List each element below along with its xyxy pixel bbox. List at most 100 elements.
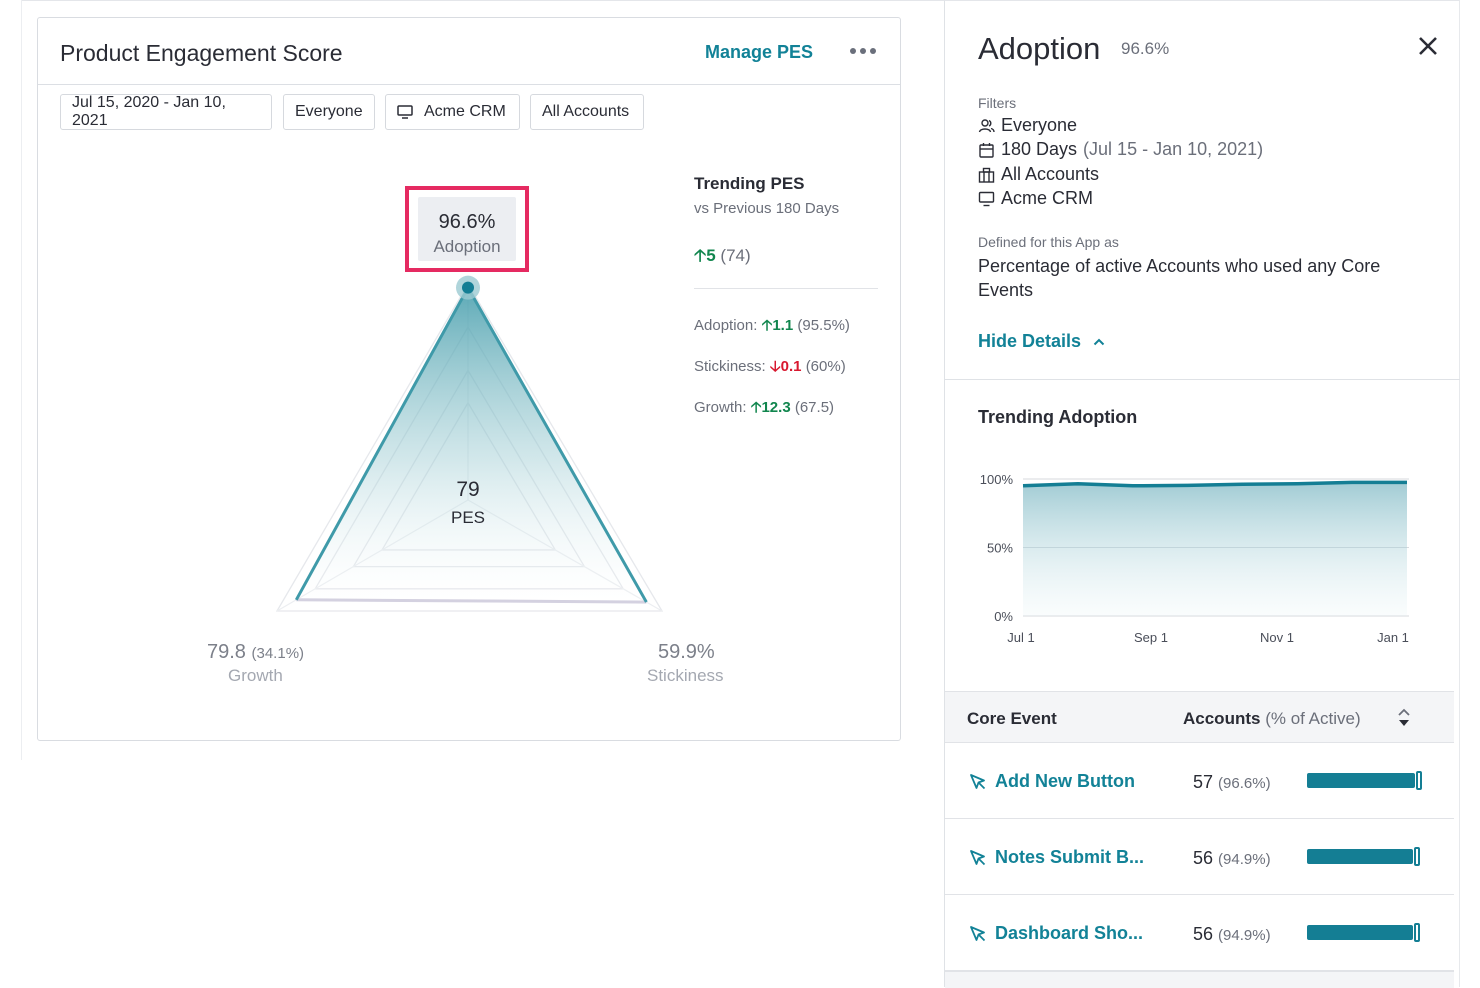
users-icon — [978, 118, 995, 132]
growth-value: 79.8 (34.1%) — [207, 641, 304, 664]
more-options-button[interactable] — [847, 39, 879, 63]
table-footer — [945, 971, 1454, 988]
panel-title-value: 96.6% — [1121, 39, 1170, 58]
trend-row-stickiness: Stickiness: 🡣0.1 (60%) — [694, 356, 846, 381]
date-range-filter[interactable]: Jul 15, 2020 - Jan 10, 2021 — [60, 94, 272, 130]
pes-previous-value: (74) — [720, 246, 751, 265]
pes-label: PES — [450, 508, 486, 527]
column-accounts: Accounts (% of Active) — [1183, 709, 1361, 729]
date-range-label: Jul 15, 2020 - Jan 10, 2021 — [72, 94, 226, 129]
accounts-filter[interactable]: All Accounts — [530, 94, 644, 130]
filter-accounts-label: All Accounts — [1001, 164, 1100, 184]
growth-score: 79.8 — [207, 641, 246, 663]
account-count-percent: (96.6%) — [1218, 775, 1271, 792]
sort-icon[interactable] — [1396, 706, 1412, 730]
trend-row-change: 12.3 — [761, 399, 791, 416]
adoption-point[interactable] — [462, 281, 474, 294]
dot-icon — [860, 48, 866, 54]
account-count-percent: (94.9%) — [1218, 927, 1271, 944]
cursor-click-icon — [970, 773, 986, 789]
account-count-value: 56 — [1193, 924, 1214, 944]
arrow-up-icon: 🡡 — [750, 399, 762, 416]
trending-divider — [694, 288, 878, 289]
accounts-label: All Accounts — [542, 103, 630, 120]
trend-row-adoption: Adoption: 🡡1.1 (95.5%) — [694, 315, 850, 340]
adoption-value: 96.6% — [438, 211, 496, 233]
monitor-icon — [397, 105, 413, 119]
account-share-cap — [1416, 771, 1422, 790]
filter-segment: Everyone — [978, 115, 1077, 136]
chart-y-axis: 0% 50% 100% — [980, 472, 1014, 624]
trending-adoption-title: Trending Adoption — [978, 407, 1138, 427]
stickiness-value: 59.9% — [658, 641, 715, 663]
dot-icon — [850, 48, 856, 54]
chevron-up-icon — [1093, 338, 1105, 345]
hide-details-label: Hide Details — [978, 331, 1082, 351]
core-event-table-header: Core Event Accounts (% of Active) — [945, 691, 1454, 743]
trending-adoption-chart: 0% 50% 100% Jul 1 Sep 1 Nov 1 Jan 1 — [980, 472, 1409, 645]
filter-days-label: 180 Days — [1001, 139, 1078, 159]
table-row[interactable]: Notes Submit B... 56 (94.9%) — [945, 819, 1454, 895]
account-count: 56 (94.9%) — [1193, 848, 1271, 869]
left-divider — [21, 0, 22, 760]
close-icon[interactable] — [1415, 33, 1441, 59]
building-icon — [978, 167, 995, 183]
segment-label: Everyone — [295, 103, 363, 120]
adoption-line — [1022, 480, 1407, 488]
manage-pes-link[interactable]: Manage PES — [705, 42, 814, 62]
dot-icon — [870, 48, 876, 54]
app-filter[interactable]: Acme CRM — [385, 94, 520, 130]
adoption-callout[interactable]: 96.6% Adoption — [405, 186, 529, 272]
table-row[interactable]: Dashboard Sho... 56 (94.9%) — [945, 895, 1454, 971]
account-share-fill — [1307, 925, 1413, 940]
chart-x-axis: Jul 1 Sep 1 Nov 1 Jan 1 — [1007, 630, 1409, 645]
trend-row-label: Growth: — [694, 399, 747, 416]
trend-row-value: (95.5%) — [797, 317, 850, 334]
growth-percent: (34.1%) — [251, 645, 305, 662]
arrow-up-icon: 🡡 — [694, 246, 707, 265]
y-tick-label: 50% — [987, 541, 1013, 556]
trend-row-value: (67.5) — [794, 399, 835, 416]
account-share-cap — [1414, 847, 1420, 866]
adoption-detail-panel: Adoption 96.6% Filters Everyone 180 Days… — [944, 0, 1460, 988]
definition-text: Percentage of active Accounts who used a… — [978, 256, 1381, 300]
core-event-name: Add New Button — [995, 771, 1135, 791]
stickiness-label: Stickiness — [647, 666, 724, 685]
column-accounts-label: Accounts — [1183, 709, 1261, 728]
pes-change-value: 5 — [706, 246, 716, 265]
trend-row-label: Adoption: — [694, 317, 758, 334]
x-tick-label: Jan 1 — [1377, 630, 1409, 645]
account-share-fill — [1307, 773, 1415, 788]
core-event-link[interactable]: Notes Submit B... — [969, 847, 1144, 868]
arrow-up-icon: 🡡 — [761, 317, 773, 334]
pes-radar-chart — [275, 275, 664, 612]
monitor-icon — [978, 191, 995, 206]
pes-score: 79 — [456, 478, 480, 501]
filter-app-label: Acme CRM — [1001, 188, 1094, 208]
filter-days-range: (Jul 15 - Jan 10, 2021) — [1083, 139, 1264, 159]
card-header: Product Engagement Score Manage PES — [38, 18, 900, 85]
table-row[interactable]: Add New Button 57 (96.6%) — [945, 743, 1454, 819]
adoption-tooltip: 96.6% Adoption — [418, 197, 516, 261]
growth-label: Growth — [228, 666, 283, 685]
trending-pes-subtitle: vs Previous 180 Days — [694, 200, 840, 217]
trend-row-change: 0.1 — [780, 358, 802, 375]
filters-label: Filters — [978, 95, 1017, 111]
core-event-link[interactable]: Dashboard Sho... — [969, 923, 1143, 944]
hide-details-toggle[interactable]: Hide Details — [978, 331, 1105, 352]
trend-row-change: 1.1 — [772, 317, 794, 334]
trending-pes-title: Trending PES — [694, 174, 805, 193]
trend-row-value: (60%) — [805, 358, 846, 375]
account-count: 56 (94.9%) — [1193, 924, 1271, 945]
filter-accounts: All Accounts — [978, 164, 1099, 185]
column-core-event: Core Event — [967, 709, 1057, 728]
core-event-link[interactable]: Add New Button — [969, 771, 1135, 792]
filter-app: Acme CRM — [978, 188, 1093, 209]
filter-segment-label: Everyone — [1001, 115, 1078, 135]
account-count-value: 56 — [1193, 848, 1214, 868]
x-tick-label: Jul 1 — [1007, 630, 1034, 645]
account-count: 57 (96.6%) — [1193, 772, 1271, 793]
segment-filter[interactable]: Everyone — [283, 94, 375, 130]
x-tick-label: Nov 1 — [1260, 630, 1294, 645]
y-tick-label: 100% — [980, 472, 1014, 487]
